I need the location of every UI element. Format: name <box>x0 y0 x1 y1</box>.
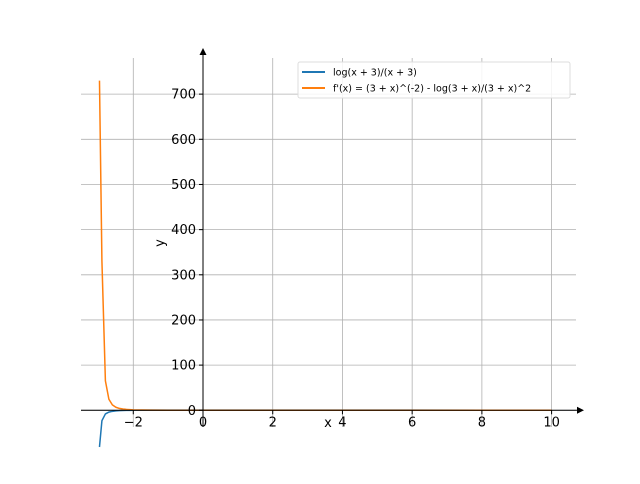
legend-label-0: log(x + 3)/(x + 3) <box>333 68 417 79</box>
x-axis-label: x <box>324 416 332 431</box>
legend-label-1: f'(x) = (3 + x)^(-2) - log(3 + x)/(3 + x… <box>333 84 531 95</box>
legend: log(x + 3)/(x + 3) f'(x) = (3 + x)^(-2) -… <box>297 61 571 99</box>
y-tick-label: 100 <box>171 359 196 374</box>
y-tick-label: 300 <box>171 268 196 283</box>
y-tick-label: 0 <box>188 404 196 419</box>
y-tick-label: 700 <box>171 88 196 103</box>
x-tick-label: 10 <box>543 415 560 430</box>
x-axis-arrowhead <box>577 406 584 414</box>
x-tick-label: 0 <box>199 415 207 430</box>
y-tick-label: 200 <box>171 313 196 328</box>
y-axis-label: y <box>153 239 168 247</box>
legend-box <box>297 61 571 99</box>
y-tick-label: 500 <box>171 178 196 193</box>
y-tick-label: 600 <box>171 133 196 148</box>
y-tick-label: 400 <box>171 223 196 238</box>
x-tick-label: 8 <box>478 415 486 430</box>
y-axis-arrowhead <box>199 48 207 55</box>
x-tick-label: 4 <box>338 415 346 430</box>
axes <box>81 48 584 427</box>
x-tick-label: 6 <box>408 415 416 430</box>
x-tick-label: −2 <box>124 415 143 430</box>
x-tick-label: 2 <box>269 415 277 430</box>
